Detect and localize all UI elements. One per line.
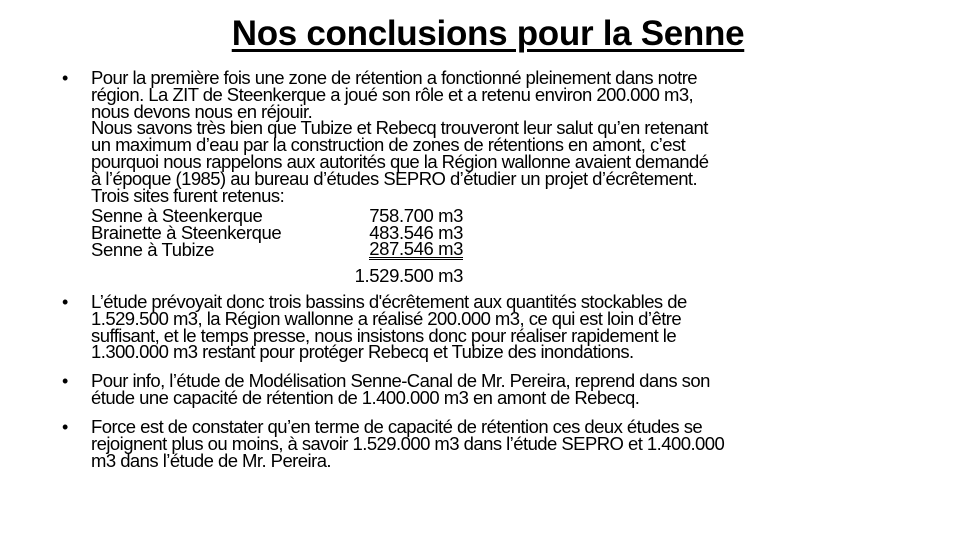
text-line: 1.300.000 m3 restant pour protéger Rebec… [91, 341, 634, 363]
site-volume: 758.700 m3 [369, 205, 463, 226]
text-line: m3 dans l’étude de Mr. Pereira. [91, 449, 332, 471]
text-line: Pour la première fois une zone de rétent… [91, 67, 698, 88]
sites-total: 1.529.500 m3 [354, 265, 464, 286]
text-line: pourquoi nous rappelons aux autorités qu… [91, 150, 709, 172]
bullet-4-text: Force est de constater qu’en terme de ca… [91, 416, 725, 471]
site-volume: 483.546 m3 [369, 222, 463, 243]
site-row: Senne à Steenkerque 758.700 m3 [91, 205, 463, 226]
bullet-1-text: Pour la première fois une zone de rétent… [91, 67, 709, 206]
slide-title: Nos conclusions pour la Senne [231, 14, 745, 53]
text-line: suffisant, et le temps presse, nous insi… [91, 324, 677, 346]
site-row: Brainette à Steenkerque 483.546 m3 [91, 222, 463, 243]
text-line: Force est de constater qu’en terme de ca… [91, 416, 703, 437]
bullet-icon: • [62, 68, 69, 88]
text-line: Trois sites furent retenus: [91, 184, 285, 206]
site-row: Senne à Tubize 287.546 m3 [91, 238, 463, 260]
site-name: Senne à Tubize [91, 239, 214, 260]
text-line: nous devons nous en réjouir. [91, 100, 313, 122]
site-name: Brainette à Steenkerque [91, 222, 282, 243]
bullet-3-text: Pour info, l’étude de Modélisation Senne… [91, 370, 710, 408]
text-line: rejoignent plus ou moins, à savoir 1.529… [91, 432, 725, 454]
text-line: à l’époque (1985) au bureau d’études SEP… [91, 167, 698, 189]
bullet-icon: • [62, 371, 69, 391]
site-volume: 287.546 m3 [369, 238, 463, 260]
bullet-icon: • [62, 292, 69, 312]
text-line: L’étude prévoyait donc trois bassins d'é… [91, 291, 687, 312]
bullet-icon: • [62, 417, 69, 437]
bullet-2-text: L’étude prévoyait donc trois bassins d'é… [91, 291, 687, 363]
text-line: étude une capacité de rétention de 1.400… [91, 386, 640, 408]
site-name: Senne à Steenkerque [91, 205, 263, 226]
text-line: 1.529.500 m3, la Région wallonne a réali… [91, 307, 682, 329]
text-line: région. La ZIT de Steenkerque a joué son… [91, 83, 694, 105]
text-line: un maximum d’eau par la construction de … [91, 134, 686, 156]
text-line: Pour info, l’étude de Modélisation Senne… [91, 370, 710, 391]
text-line: Nous savons très bien que Tubize et Rebe… [91, 117, 708, 139]
sites-table: Senne à Steenkerque 758.700 m3 Brainette… [91, 205, 463, 260]
